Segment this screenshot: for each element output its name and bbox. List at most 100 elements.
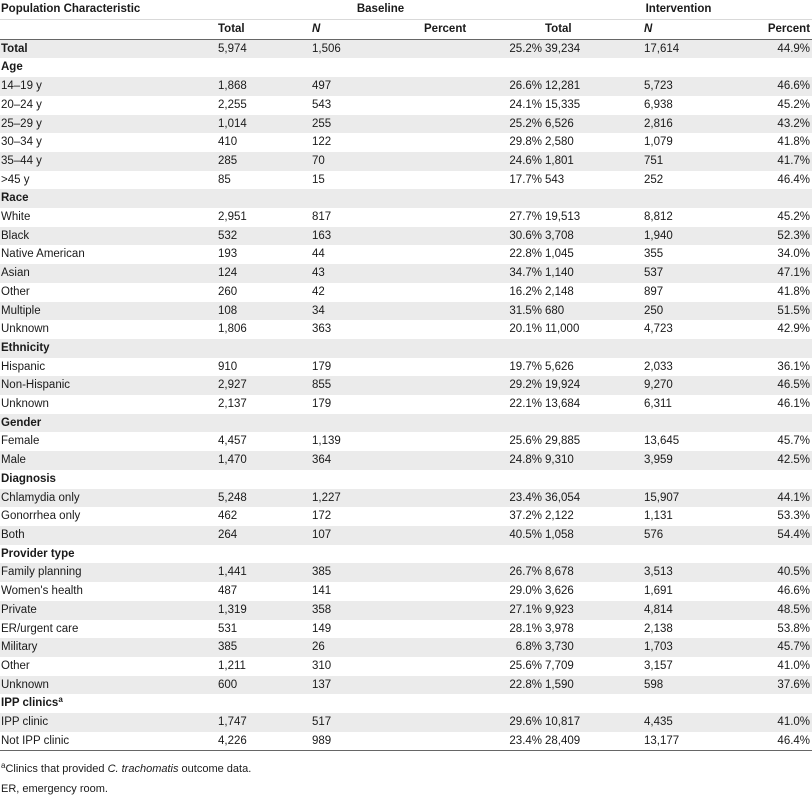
row-label: Women's health [1, 585, 83, 598]
table-row: Male 1,470 364 24.8% 9,310 3,959 42.5% [0, 451, 812, 470]
baseline-percent-cell: 22.8% [509, 248, 543, 261]
intervention-total-cell: 3,978 [545, 622, 574, 635]
intervention-percent-cell: 46.6% [754, 77, 812, 96]
baseline-n-cell: 44 [312, 248, 325, 261]
baseline-total-cell: 2,137 [218, 398, 247, 411]
intervention-total-header: Total [544, 19, 644, 40]
baseline-total-cell: 531 [218, 622, 238, 635]
intervention-n-cell: 17,614 [643, 39, 755, 59]
baseline-total-cell: 4,226 [217, 731, 311, 752]
baseline-percent-cell: 34.7% [423, 264, 545, 283]
row-label: Private [0, 600, 217, 620]
intervention-percent-cell: 45.7% [777, 435, 811, 448]
category-label: Age [1, 61, 23, 74]
baseline-percent-cell: 26.6% [423, 77, 545, 96]
table-row: >45 y 85 15 17.7% 543 252 46.4% [0, 171, 812, 190]
intervention-percent-cell: 46.1% [777, 398, 811, 411]
row-label: Chlamydia only [0, 488, 217, 508]
baseline-percent-cell: 17.7% [509, 173, 543, 186]
intervention-n-cell: 2,816 [643, 114, 755, 134]
baseline-n-cell: 385 [311, 563, 423, 583]
row-label: Gonorrhea only [1, 510, 81, 523]
row-label: Female [1, 435, 40, 448]
table-row: Native American 193 44 22.8% 1,045 355 34.0% [0, 245, 812, 264]
baseline-n-cell: 855 [311, 376, 423, 396]
intervention-n-cell: 537 [643, 264, 755, 283]
intervention-total-cell: 11,000 [545, 323, 580, 336]
baseline-total-cell: 108 [217, 301, 311, 321]
intervention-total-cell: 1,590 [544, 675, 644, 695]
intervention-header: Intervention [544, 0, 812, 20]
baseline-n-cell: 172 [312, 510, 332, 523]
intervention-n-cell: 897 [644, 285, 664, 298]
footnote-a-text-pre: Clinics that provided [5, 763, 108, 776]
intervention-n-cell: 250 [643, 301, 755, 321]
baseline-total-cell: 385 [217, 638, 311, 657]
footnote-a-italic: C. trachomatis [107, 763, 179, 776]
intervention-total-cell: 1,801 [544, 151, 644, 171]
intervention-n-cell: 751 [643, 151, 755, 171]
category-label: Diagnosis [1, 472, 56, 485]
intervention-percent-cell: 44.9% [754, 39, 812, 59]
intervention-percent-cell: 41.0% [777, 659, 811, 672]
baseline-percent-cell: 29.0% [509, 585, 543, 598]
intervention-total-cell: 29,885 [545, 435, 581, 448]
baseline-total-cell: 285 [217, 151, 311, 171]
baseline-n-cell: 26 [311, 638, 423, 657]
footnote-a: aClinics that provided C. trachomatis ou… [1, 761, 812, 777]
intervention-n-cell: 13,177 [643, 731, 755, 752]
table-row: Gonorrhea only 462 172 37.2% 2,122 1,131 53.3% [0, 507, 812, 526]
baseline-n-cell: 364 [311, 451, 423, 470]
intervention-total-cell: 7,709 [545, 659, 574, 672]
table-row: Other 1,211 310 25.6% 7,709 3,157 41.0% [0, 657, 812, 676]
intervention-total-cell: 3,730 [544, 638, 644, 657]
baseline-percent-cell: 23.4% [423, 731, 545, 752]
baseline-percent-header: Percent [423, 19, 545, 40]
baseline-percent-cell: 27.7% [509, 211, 543, 224]
baseline-n-cell: 163 [311, 226, 423, 246]
row-label: White [1, 211, 31, 224]
baseline-n-cell: 1,227 [311, 488, 423, 508]
baseline-total-cell: 260 [218, 285, 238, 298]
baseline-n-cell: 149 [312, 622, 332, 635]
baseline-percent-cell: 29.6% [423, 713, 545, 732]
baseline-percent-cell: 37.2% [509, 510, 543, 523]
baseline-total-cell: 2,951 [218, 211, 247, 224]
category-row: Race [0, 189, 812, 209]
baseline-n-cell: 543 [312, 98, 332, 111]
intervention-percent-cell: 37.6% [754, 675, 812, 695]
baseline-n-cell: 497 [311, 77, 423, 96]
baseline-total-cell: 5,974 [217, 39, 311, 59]
baseline-percent-cell: 24.6% [423, 151, 545, 171]
baseline-n-cell: 179 [312, 398, 332, 411]
intervention-n-cell: 598 [643, 675, 755, 695]
table-row: Both 264 107 40.5% 1,058 576 54.4% [0, 525, 812, 545]
baseline-total-cell: 532 [217, 226, 311, 246]
intervention-percent-cell: 45.2% [777, 98, 811, 111]
baseline-percent-cell: 29.8% [509, 136, 543, 149]
population-table: Population Characteristic Baseline Inter… [0, 0, 812, 752]
intervention-n-cell: 13,645 [644, 435, 680, 448]
row-label: Other [1, 285, 30, 298]
intervention-total-cell: 10,817 [544, 713, 644, 732]
category-label-text: IPP clinics [1, 697, 59, 710]
baseline-total-cell: 410 [218, 136, 238, 149]
category-label: Race [0, 189, 812, 209]
baseline-percent-cell: 22.1% [509, 398, 543, 411]
intervention-n-cell: 1,940 [643, 226, 755, 246]
intervention-percent-cell: 45.2% [777, 211, 811, 224]
baseline-percent-cell: 16.2% [509, 285, 543, 298]
category-row: Ethnicity [0, 338, 812, 358]
table-row: Black 532 163 30.6% 3,708 1,940 52.3% [0, 226, 812, 246]
baseline-total-cell: 2,927 [217, 376, 311, 396]
intervention-percent-header: Percent [754, 19, 812, 40]
intervention-n-cell: 355 [644, 248, 664, 261]
baseline-total-cell: 462 [218, 510, 238, 523]
row-label: Unknown [1, 398, 49, 411]
intervention-n-cell: 3,513 [643, 563, 755, 583]
baseline-percent-cell: 25.2% [423, 39, 545, 59]
baseline-n-cell: 70 [311, 151, 423, 171]
table-row: Asian 124 43 34.7% 1,140 537 47.1% [0, 264, 812, 283]
intervention-total-cell: 36,054 [544, 488, 644, 508]
intervention-total-cell: 1,140 [544, 264, 644, 283]
